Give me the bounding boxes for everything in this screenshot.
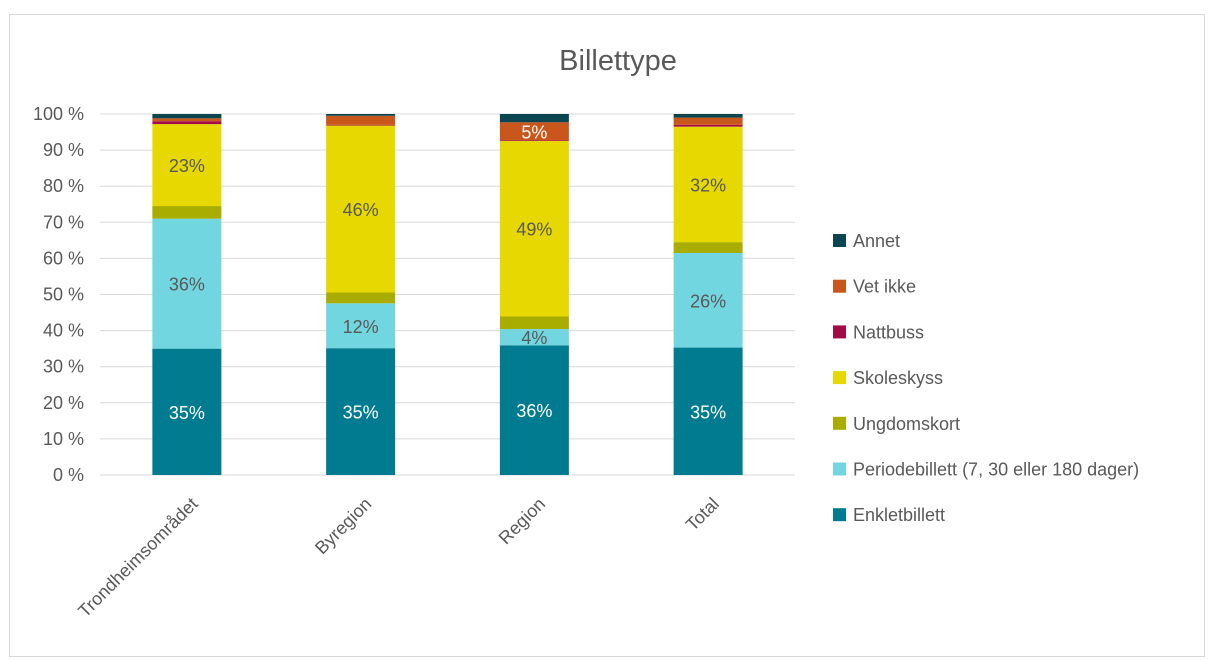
bars	[152, 114, 743, 475]
data-label: 35%	[169, 403, 205, 423]
legend-label: Ungdomskort	[853, 414, 960, 434]
bar-segment	[499, 114, 569, 123]
bar-segment	[326, 303, 396, 349]
legend-swatch	[833, 325, 846, 339]
data-label: 46%	[343, 200, 379, 220]
bar-segment	[152, 206, 222, 219]
x-axis: Trondheimsområdet Byregion Region Total	[74, 494, 723, 622]
bar-segment	[152, 114, 222, 119]
bar-segment	[499, 141, 569, 317]
x-tick-label: Region	[495, 494, 549, 548]
bar-segment	[673, 252, 743, 348]
bar-segment	[152, 218, 222, 349]
x-tick-label: Total	[682, 494, 723, 535]
chart-title: Billettype	[559, 45, 677, 77]
y-tick-label: 50 %	[43, 285, 84, 305]
data-label: 23%	[169, 156, 205, 176]
y-tick-label: 0 %	[53, 465, 84, 485]
y-tick-label: 10 %	[43, 429, 84, 449]
bar-segment	[673, 117, 743, 125]
bar-segment	[673, 114, 743, 118]
bar-segment	[326, 115, 396, 125]
bar-segment	[326, 348, 396, 475]
bar-segment	[499, 345, 569, 475]
legend-swatch	[833, 508, 846, 522]
legend-swatch	[833, 462, 846, 476]
bar-segment	[499, 122, 569, 141]
bar-segment	[326, 125, 396, 293]
data-label: 4%	[521, 328, 547, 348]
y-tick-label: 80 %	[43, 176, 84, 196]
legend-label: Annet	[853, 231, 900, 251]
x-tick-label: Byregion	[311, 494, 375, 558]
bar-segment	[499, 316, 569, 330]
y-axis: 0 % 10 % 20 % 30 % 40 % 50 % 60 % 70 % 80 % 90 % 1…	[33, 104, 84, 485]
bar-segment	[326, 124, 396, 126]
bar-segment	[673, 124, 743, 127]
bar-segment	[152, 118, 222, 122]
y-tick-label: 60 %	[43, 248, 84, 268]
data-label: 35%	[343, 403, 379, 423]
bar-segment	[673, 347, 743, 475]
bar-segment	[499, 329, 569, 346]
bar-segment	[326, 292, 396, 304]
legend-swatch	[833, 234, 846, 247]
legend-label: Periodebillett (7, 30 eller 180 dager)	[853, 460, 1139, 480]
legend-swatch	[833, 371, 846, 385]
y-tick-label: 30 %	[43, 357, 84, 377]
legend-label: Nattbuss	[853, 322, 924, 342]
data-label: 36%	[516, 401, 552, 421]
x-tick-label: Trondheimsområdet	[74, 494, 202, 622]
data-label: 5%	[521, 122, 547, 142]
legend: Annet Vet ikke Nattbuss Skoleskyss Ungdomsko…	[833, 231, 1139, 525]
data-labels: 35% 36% 23% 35% 12% 46% 36% 4% 49% 5% 35% 26% 32%	[169, 122, 726, 423]
legend-label: Vet ikke	[853, 277, 916, 297]
legend-label: Skoleskyss	[853, 368, 943, 388]
legend-swatch	[833, 279, 846, 293]
y-tick-label: 70 %	[43, 212, 84, 232]
y-tick-label: 90 %	[43, 140, 84, 160]
data-label: 32%	[690, 175, 726, 195]
data-label: 26%	[690, 291, 726, 311]
bar-segment	[673, 126, 743, 243]
y-tick-label: 100 %	[33, 104, 84, 124]
bar-segment	[152, 348, 222, 475]
bar-segment	[673, 242, 743, 253]
chart-border	[9, 14, 1205, 657]
bar-segment	[499, 140, 569, 142]
data-label: 36%	[169, 275, 205, 295]
data-label: 12%	[343, 317, 379, 337]
y-tick-label: 20 %	[43, 393, 84, 413]
data-label: 49%	[516, 220, 552, 240]
y-tick-label: 40 %	[43, 321, 84, 341]
bar-segment	[152, 121, 222, 125]
bar-segment	[152, 124, 222, 207]
legend-label: Enkletbillett	[853, 505, 945, 525]
legend-swatch	[833, 416, 846, 430]
bar-segment	[326, 114, 396, 116]
data-label: 35%	[690, 402, 726, 422]
